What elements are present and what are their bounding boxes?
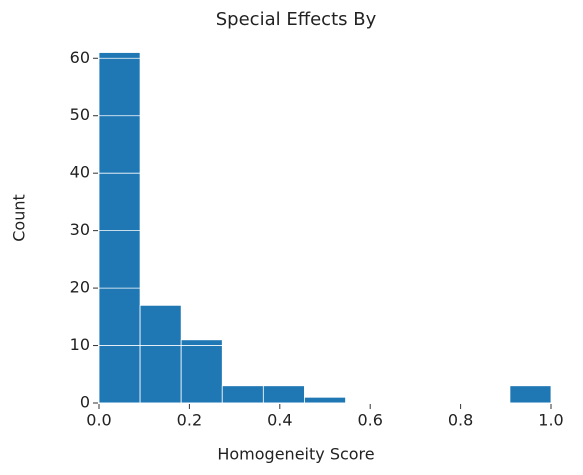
y-tick-label: 50 [70,105,90,124]
y-tick-label: 40 [70,163,90,182]
bar [180,339,223,404]
bar [139,304,182,404]
y-tick-label: 20 [70,278,90,297]
x-axis-label: Homogeneity Score [217,445,374,464]
chart-title: Special Effects By [216,9,377,30]
y-tick-label: 0 [80,393,90,412]
bar [509,385,552,404]
bar [221,385,264,404]
x-tick-label: 0.4 [267,411,292,430]
bar [304,396,346,404]
bar [262,385,305,404]
y-tick-label: 10 [70,335,90,354]
x-tick-label: 0.6 [357,411,382,430]
y-tick-label: 60 [70,48,90,67]
x-tick-label: 0.0 [86,411,111,430]
y-tick-label: 30 [70,220,90,239]
bar [98,52,141,404]
x-tick-label: 0.2 [177,411,202,430]
x-tick-label: 0.8 [448,411,473,430]
y-axis-label: Count [10,194,29,242]
x-tick-label: 1.0 [538,411,563,430]
